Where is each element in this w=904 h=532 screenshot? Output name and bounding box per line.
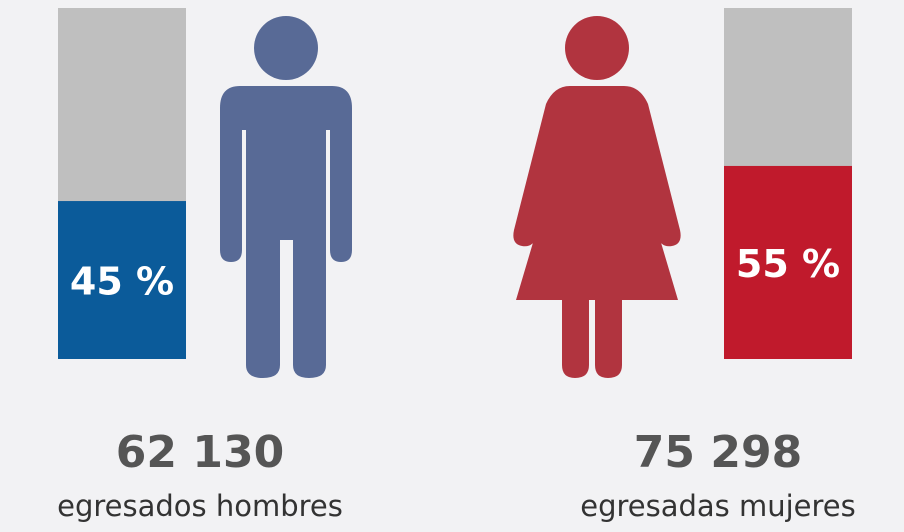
- category-label: egresados hombres: [57, 489, 343, 523]
- category-label: egresadas mujeres: [580, 489, 856, 523]
- count-label: 75 298: [634, 427, 802, 478]
- count-label: 62 130: [116, 427, 284, 478]
- man-icon: [220, 16, 352, 378]
- value-label: 45 %: [70, 260, 174, 304]
- bar: [58, 201, 186, 359]
- woman-icon: [513, 16, 681, 378]
- bar: [724, 165, 852, 359]
- value-label: 55 %: [736, 242, 840, 286]
